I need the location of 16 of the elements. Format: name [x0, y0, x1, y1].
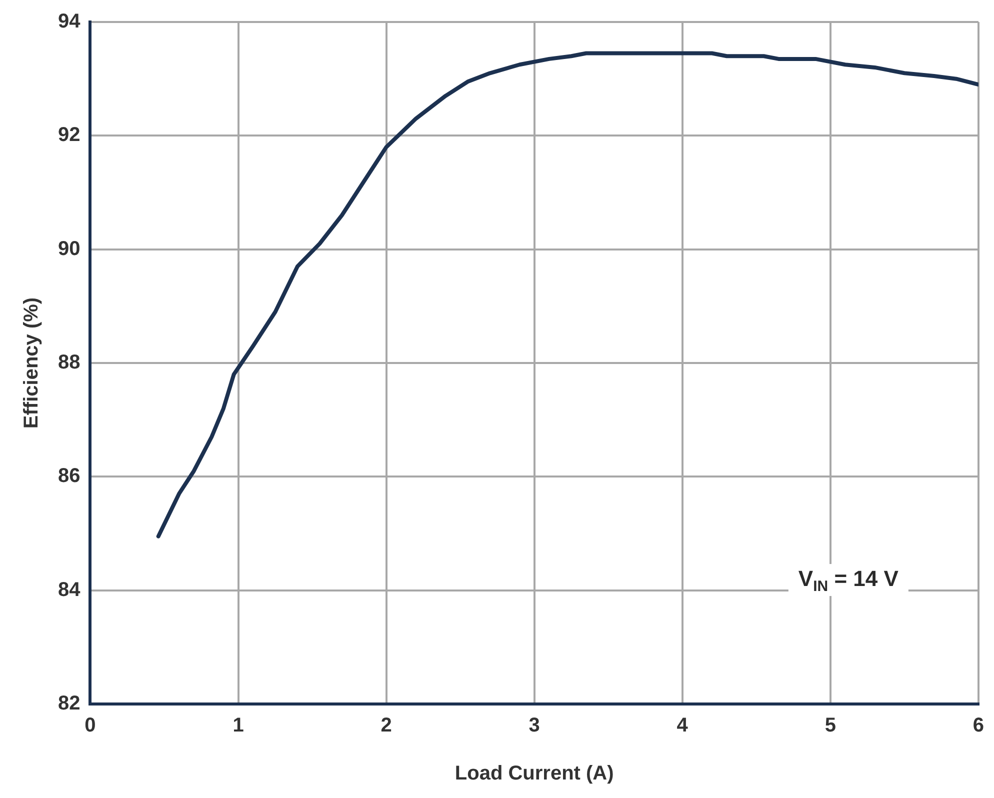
- y-tick-label: 90: [58, 238, 80, 260]
- x-tick-label: 0: [84, 714, 96, 737]
- y-tick-label: 88: [58, 352, 80, 374]
- y-tick-label: 92: [58, 124, 80, 146]
- x-tick-label: 3: [528, 714, 540, 737]
- y-tick-label: 86: [58, 465, 80, 488]
- y-tick-label: 84: [58, 578, 82, 601]
- y-axis-title: Efficiency (%): [20, 297, 43, 429]
- x-axis-title: Load Current (A): [454, 762, 614, 785]
- x-tick-label: 6: [972, 714, 984, 737]
- x-tick-label: 1: [232, 714, 244, 737]
- x-tick-label: 2: [380, 714, 392, 737]
- y-tick-label: 82: [58, 692, 80, 715]
- y-tick-label: 94: [58, 10, 82, 33]
- x-tick-label: 5: [824, 714, 836, 737]
- x-tick-label: 4: [676, 714, 689, 737]
